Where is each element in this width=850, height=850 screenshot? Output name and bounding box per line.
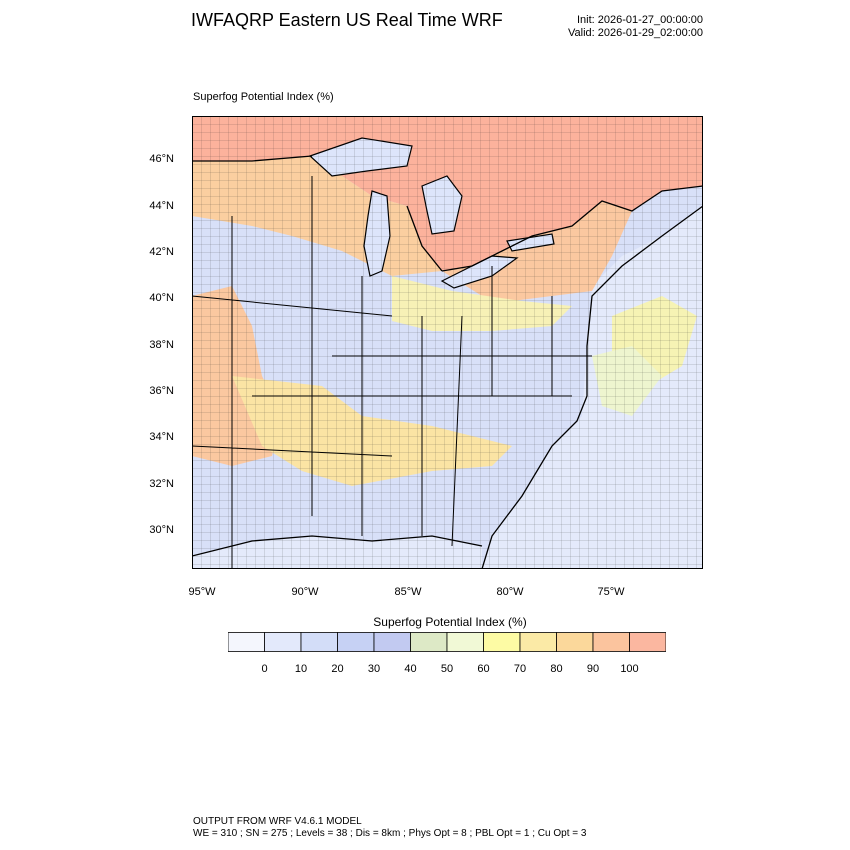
lat-label: 32°N (149, 478, 174, 490)
colorbar-box (483, 632, 521, 652)
colorbar-box (519, 632, 557, 652)
canada-border (192, 155, 703, 272)
colorbar-tick-label: 10 (294, 663, 308, 675)
lat-label: 46°N (149, 153, 174, 165)
lon-label: 85°W (394, 586, 422, 598)
colorbar-box (446, 632, 484, 652)
colorbar-box (592, 632, 630, 652)
main-title: IWFAQRP Eastern US Real Time WRF (191, 10, 503, 30)
lon-label: 80°W (496, 586, 524, 598)
lat-label: 30°N (149, 524, 174, 536)
atlantic-coastline (481, 205, 703, 569)
colorbar (228, 632, 666, 652)
colorbar-tick-label: 40 (404, 663, 417, 675)
county-lines (192, 116, 703, 569)
colorbar-box (556, 632, 594, 652)
init-time: Init: 2026-01-27_00:00:00 (577, 14, 703, 26)
valid-time: Valid: 2026-01-29_02:00:00 (568, 27, 703, 39)
colorbar-title: Superfog Potential Index (%) (373, 615, 527, 629)
lat-label: 40°N (149, 292, 174, 304)
lat-label: 44°N (149, 200, 174, 212)
colorbar-tick-label: 30 (367, 663, 381, 675)
colorbar-tick-label: 0 (261, 663, 268, 675)
lon-label: 75°W (597, 586, 625, 598)
colorbar-box (300, 632, 338, 652)
footer-config: WE = 310 ; SN = 275 ; Levels = 38 ; Dis … (193, 828, 587, 839)
colorbar-box (264, 632, 302, 652)
footer: OUTPUT FROM WRF V4.6.1 MODEL WE = 310 ; … (193, 816, 586, 840)
colorbar-tick-label: 20 (331, 663, 344, 675)
colorbar-box (337, 632, 375, 652)
lat-label: 38°N (149, 339, 174, 351)
colorbar-box (629, 632, 666, 652)
colorbar-tick-label: 80 (550, 663, 563, 675)
colorbar-tick-label: 60 (477, 663, 490, 675)
lat-label: 36°N (149, 385, 174, 397)
gulf-coastline (192, 535, 483, 557)
lon-label: 95°W (188, 586, 216, 598)
lon-label: 90°W (291, 586, 319, 598)
lat-label: 42°N (149, 246, 174, 258)
map-border (192, 116, 703, 569)
colorbar-box (228, 632, 265, 652)
footer-model: OUTPUT FROM WRF V4.6.1 MODEL (193, 816, 362, 827)
field-label: Superfog Potential Index (%) (193, 91, 334, 103)
colorbar-box (373, 632, 411, 652)
state-lines (192, 176, 592, 569)
map-plot (192, 116, 703, 569)
init-valid-times: Init: 2026-01-27_00:00:00 Valid: 2026-01… (520, 14, 703, 40)
colorbar-tick-label: 70 (513, 663, 527, 675)
colorbar-tick-label: 50 (440, 663, 454, 675)
colorbar-tick-label: 100 (620, 663, 639, 675)
colorbar-box (410, 632, 448, 652)
colorbar-tick-label: 90 (586, 663, 600, 675)
lat-label: 34°N (149, 431, 174, 443)
